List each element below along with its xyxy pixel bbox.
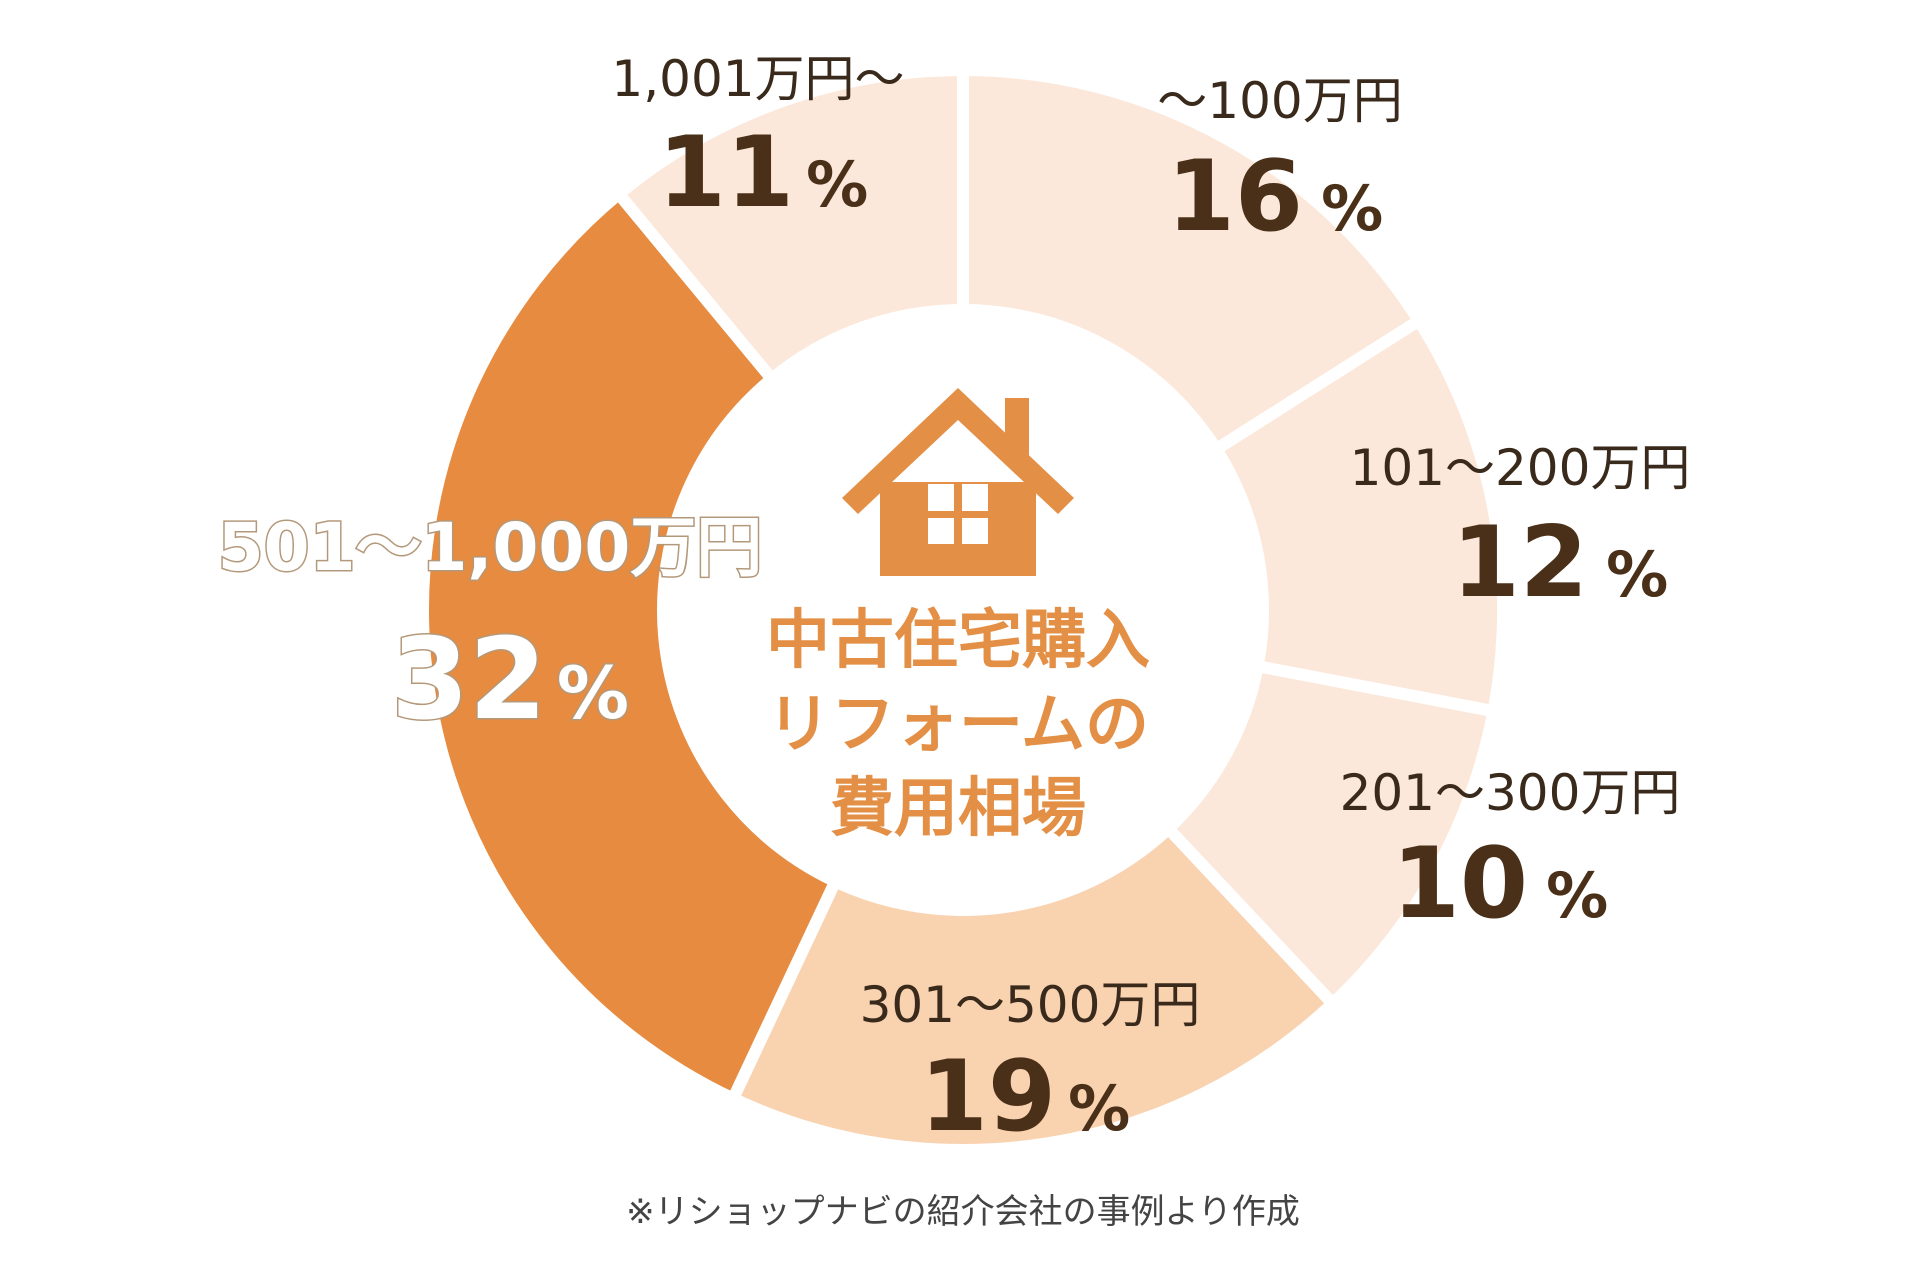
center-title-line-1: 中古住宅購入 (766, 604, 1150, 678)
house-icon (842, 388, 1074, 576)
donut-slices (416, 63, 1509, 1156)
category-label: 〜100万円 (1157, 72, 1402, 130)
center-title: 中古住宅購入 リフォームの 費用相場 (766, 604, 1150, 846)
percent-label: 10% (1392, 827, 1609, 941)
percent-label: 12% (1452, 506, 1669, 620)
donut-hole (663, 310, 1263, 910)
category-label-highlight: 501〜1,000万円 (218, 509, 763, 586)
percent-label-highlight: 32% (391, 615, 629, 745)
center-title-line-2: リフォームの (767, 688, 1149, 762)
slice-label-0: 〜100万円 16% (1157, 72, 1402, 254)
percent-label: 19% (920, 1040, 1131, 1154)
source-footnote: ※リショップナビの紹介会社の事例より作成 (626, 1192, 1300, 1232)
category-label: 101〜200万円 (1350, 439, 1691, 497)
category-label: 1,001万円〜 (611, 50, 904, 108)
slice-label-1: 101〜200万円 12% (1350, 439, 1691, 620)
slice-label-4: 501〜1,000万円 32% (216, 508, 764, 747)
category-label: 201〜300万円 (1340, 764, 1681, 822)
slice-label-3: 301〜500万円 19% (860, 976, 1201, 1154)
slice-label-5: 1,001万円〜 11% (611, 50, 904, 230)
percent-label: 11% (658, 116, 869, 230)
center-title-line-3: 費用相場 (830, 772, 1086, 846)
percent-label: 16% (1167, 140, 1384, 254)
category-label: 301〜500万円 (860, 976, 1201, 1034)
slice-label-2: 201〜300万円 10% (1340, 764, 1681, 941)
